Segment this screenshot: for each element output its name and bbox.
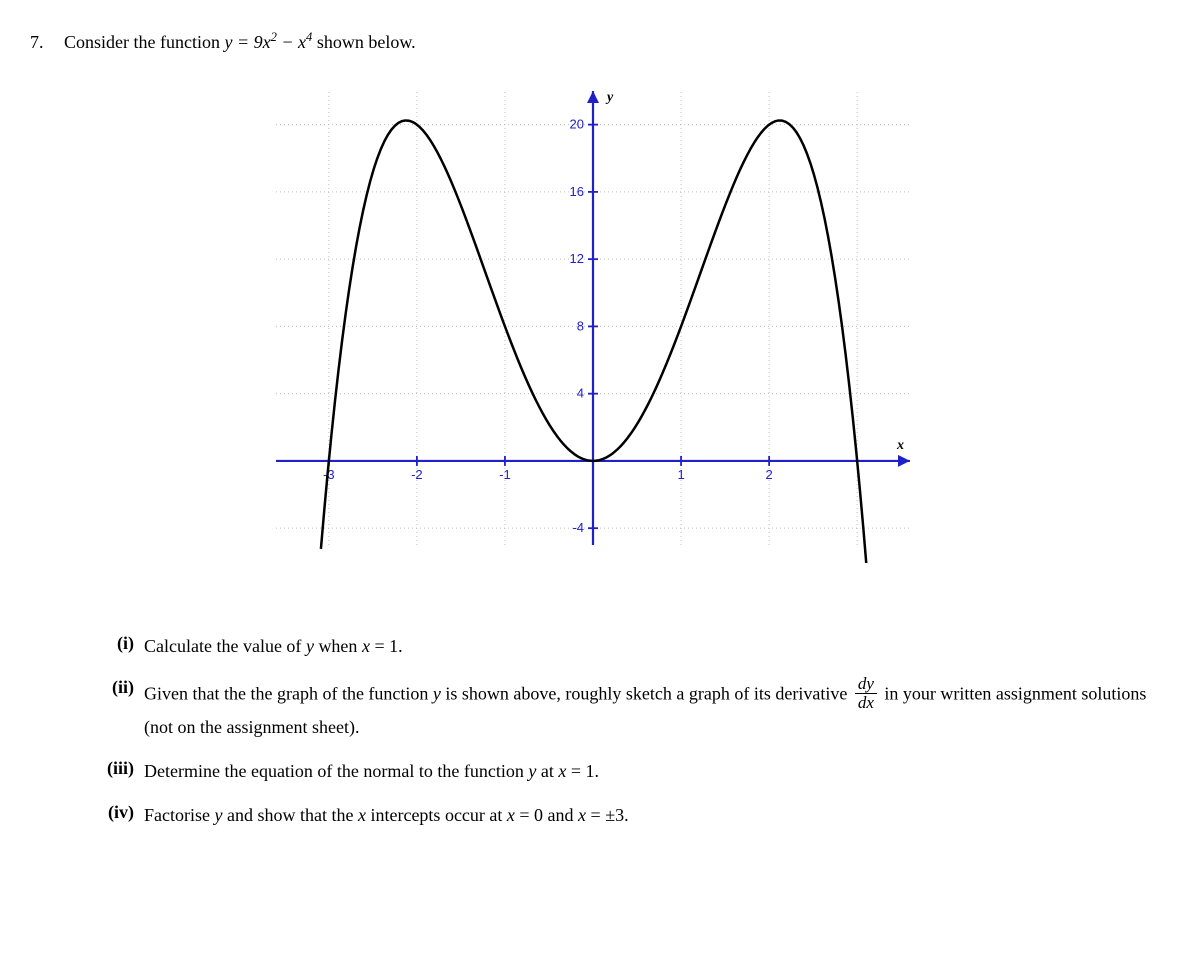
svg-text:8: 8 [577, 318, 584, 333]
part-ii-body: Given that the the graph of the function… [144, 677, 1166, 740]
question-text: Consider the function y = 9x2 − x4 shown… [64, 30, 1166, 53]
part-i-body: Calculate the value of y when x = 1. [144, 633, 1166, 659]
question-equation: y = 9x2 − x4 [224, 32, 312, 52]
svg-text:-2: -2 [411, 467, 423, 482]
question-text-pre: Consider the function [64, 32, 224, 52]
part-iv-body: Factorise y and show that the x intercep… [144, 802, 1166, 828]
question-text-post: shown below. [312, 32, 415, 52]
svg-text:x: x [896, 438, 904, 453]
part-iv: (iv) Factorise y and show that the x int… [94, 802, 1166, 828]
part-i-label: (i) [94, 633, 144, 654]
part-i: (i) Calculate the value of y when x = 1. [94, 633, 1166, 659]
question-parts: (i) Calculate the value of y when x = 1.… [94, 633, 1166, 828]
question-header: 7. Consider the function y = 9x2 − x4 sh… [30, 30, 1166, 53]
function-chart: xy-3-2-112-448121620 [258, 73, 938, 563]
question-number: 7. [30, 32, 64, 53]
svg-text:12: 12 [570, 251, 584, 266]
part-ii-label: (ii) [94, 677, 144, 698]
svg-text:4: 4 [577, 386, 584, 401]
part-ii: (ii) Given that the the graph of the fun… [94, 677, 1166, 740]
svg-text:20: 20 [570, 117, 584, 132]
svg-text:2: 2 [765, 467, 772, 482]
part-iii-label: (iii) [94, 758, 144, 779]
svg-text:16: 16 [570, 184, 584, 199]
part-iv-label: (iv) [94, 802, 144, 823]
part-iii-body: Determine the equation of the normal to … [144, 758, 1166, 784]
svg-text:1: 1 [677, 467, 684, 482]
svg-text:-1: -1 [499, 467, 511, 482]
part-iii: (iii) Determine the equation of the norm… [94, 758, 1166, 784]
svg-text:y: y [605, 90, 614, 105]
chart-container: xy-3-2-112-448121620 [30, 73, 1166, 563]
svg-text:-4: -4 [572, 520, 584, 535]
